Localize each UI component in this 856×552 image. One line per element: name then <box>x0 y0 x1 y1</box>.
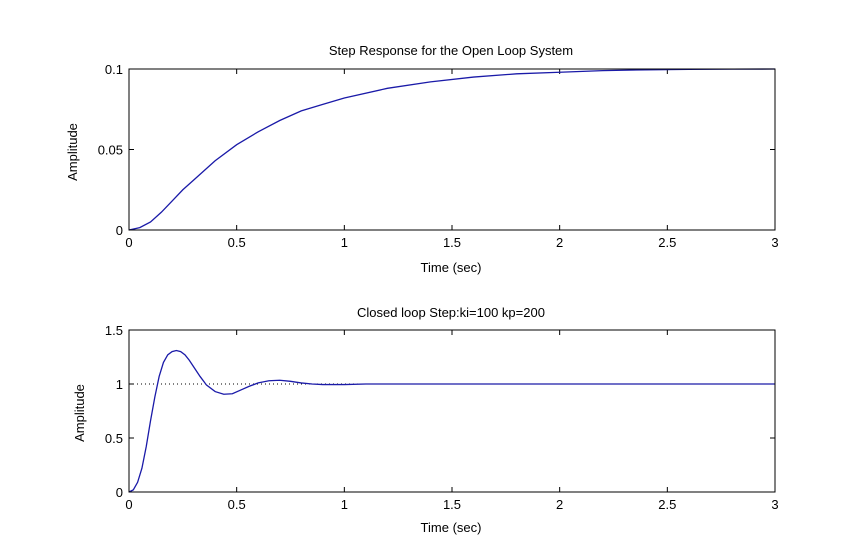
closed-loop-y-tick-label: 0.5 <box>105 431 123 446</box>
closed-loop-step-curve <box>128 349 775 493</box>
closed-loop-x-tick-label: 0 <box>125 497 132 512</box>
closed-loop-title: Closed loop Step:ki=100 kp=200 <box>357 305 545 320</box>
closed-loop-ticks: 0 0.5 1 1.5 2 2.5 3 0 0.5 1 1.5 <box>105 323 779 512</box>
closed-loop-x-axis-label: Time (sec) <box>421 520 482 535</box>
open-loop-x-tick-label: 0 <box>125 235 132 250</box>
open-loop-x-tick-label: 1.5 <box>443 235 461 250</box>
closed-loop-y-tick-label: 1.5 <box>105 323 123 338</box>
open-loop-y-tick-label: 0.05 <box>98 143 123 158</box>
open-loop-x-tick-label: 2 <box>556 235 563 250</box>
open-loop-step-curve <box>128 68 776 231</box>
closed-loop-x-tick-label: 2 <box>556 497 563 512</box>
open-loop-ticks: 0 0.5 1 1.5 2 2.5 3 0 0.05 0.1 <box>98 62 779 250</box>
open-loop-axes-box <box>128 68 776 231</box>
closed-loop-subplot: Closed loop Step:ki=100 kp=200 0 0.5 1 1.5 2… <box>72 305 779 535</box>
open-loop-x-tick-label: 2.5 <box>658 235 676 250</box>
closed-loop-x-tick-label: 3 <box>771 497 778 512</box>
closed-loop-y-tick-label: 1 <box>116 377 123 392</box>
closed-loop-axes-box <box>128 329 776 493</box>
open-loop-x-tick-label: 1 <box>341 235 348 250</box>
closed-loop-x-tick-label: 0.5 <box>228 497 246 512</box>
closed-loop-y-axis-label: Amplitude <box>72 384 87 442</box>
open-loop-x-axis-label: Time (sec) <box>421 260 482 275</box>
open-loop-subplot: Step Response for the Open Loop System 0… <box>65 43 779 275</box>
open-loop-y-axis-label: Amplitude <box>65 123 80 181</box>
closed-loop-x-tick-label: 2.5 <box>658 497 676 512</box>
open-loop-x-tick-label: 0.5 <box>228 235 246 250</box>
open-loop-y-tick-label: 0 <box>116 223 123 238</box>
open-loop-title: Step Response for the Open Loop System <box>329 43 573 58</box>
open-loop-y-tick-label: 0.1 <box>105 62 123 77</box>
closed-loop-x-tick-label: 1.5 <box>443 497 461 512</box>
closed-loop-x-tick-label: 1 <box>341 497 348 512</box>
closed-loop-y-tick-label: 0 <box>116 485 123 500</box>
open-loop-x-tick-label: 3 <box>771 235 778 250</box>
